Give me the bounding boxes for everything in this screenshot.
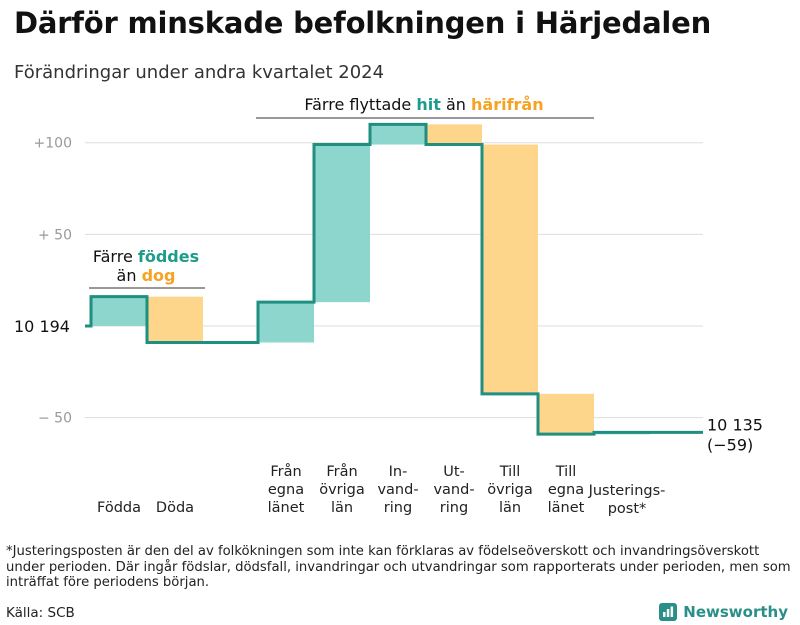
- category-label: vand-: [377, 482, 418, 498]
- waterfall-bar: [426, 124, 482, 145]
- annotation-birth-death: än dog: [117, 266, 176, 285]
- category-label: Till: [555, 464, 577, 480]
- waterfall-bar: [147, 296, 203, 343]
- source-label: Källa: SCB: [6, 605, 75, 621]
- category-label: Födda: [97, 500, 141, 516]
- waterfall-chart: +100 + 50 − 50 10 194 10 135(−59) Födda Döda Fr…: [14, 95, 763, 517]
- waterfall-bar: [258, 302, 314, 343]
- category-label: Från: [326, 463, 357, 480]
- chart-subtitle: Förändringar under andra kvartalet 2024: [14, 62, 385, 83]
- cumulative-step-line: [85, 122, 703, 436]
- annotation-migration: Färre flyttade hit än härifrån: [304, 95, 543, 114]
- category-label: län: [499, 500, 521, 516]
- category-label: Från: [270, 463, 301, 480]
- end-value-label: 10 135: [707, 415, 763, 434]
- chart-title: Därför minskade befolkningen i Härjedale…: [14, 6, 712, 40]
- newsworthy-logo-icon: [659, 603, 678, 621]
- category-label: egna: [548, 482, 584, 498]
- category-label: Döda: [156, 500, 194, 516]
- waterfall-bar: [538, 393, 594, 435]
- category-label: egna: [268, 482, 304, 498]
- category-label: post*: [608, 501, 647, 517]
- category-label: Till: [499, 464, 521, 480]
- category-label: ring: [440, 500, 468, 516]
- category-label: länet: [268, 500, 305, 516]
- brand-name: Newsworthy: [683, 603, 788, 621]
- category-label: vand-: [433, 482, 474, 498]
- end-value-label: (−59): [707, 435, 753, 454]
- brand-logo: Newsworthy: [659, 603, 788, 621]
- category-label: In-: [389, 464, 408, 480]
- category-label: ring: [384, 500, 412, 516]
- y-tick-label: − 50: [38, 411, 72, 427]
- category-label: Ut-: [443, 464, 465, 480]
- start-value-label: 10 194: [14, 317, 70, 336]
- footnote: *Justeringsposten är den del av folkökni…: [6, 544, 791, 590]
- waterfall-bar: [314, 144, 370, 303]
- y-tick-label: +100: [34, 136, 72, 152]
- waterfall-bar: [482, 144, 538, 394]
- category-label: Justerings-: [588, 483, 666, 499]
- category-label: länet: [548, 500, 585, 516]
- y-tick-label: + 50: [38, 227, 72, 243]
- category-label: län: [331, 500, 353, 516]
- category-label: övriga: [487, 482, 533, 498]
- waterfall-bar: [370, 124, 426, 145]
- category-label: övriga: [319, 482, 365, 498]
- waterfall-bar: [91, 296, 147, 326]
- annotation-birth-death: Färre föddes: [93, 247, 199, 266]
